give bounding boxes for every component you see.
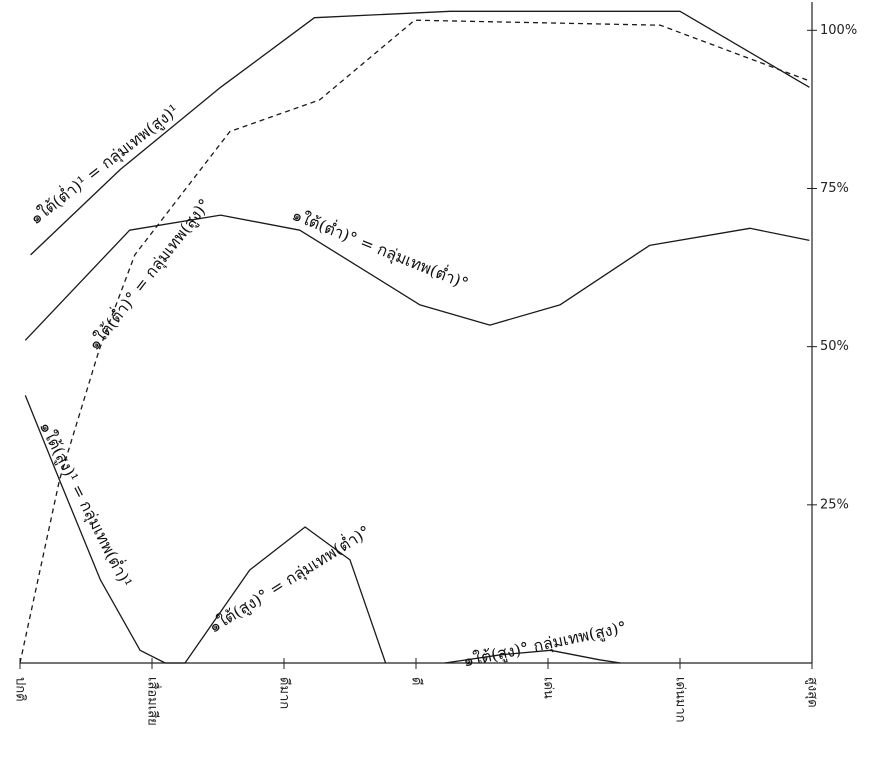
x-tick-label: เด่น [541, 677, 556, 699]
annotation: ๑ใต้(ต่ำ)° = กลุ่มเทพ(สูง)° [83, 194, 215, 354]
x-tick-label: เสื่อมเสีย [145, 677, 162, 726]
x-tick-label: ดี [409, 677, 425, 685]
y-tick-label: 25% [820, 497, 849, 512]
x-tick-label: สูงสุด [805, 677, 820, 708]
y-tick-label: 75% [820, 181, 849, 196]
x-tick-label: ปกติ [13, 677, 28, 702]
y-tick-label: 50% [820, 339, 849, 354]
series-line [25, 395, 620, 663]
x-tick-label: เด่นมาก [673, 677, 688, 723]
x-tick-label: ดีมาก [277, 677, 293, 709]
annotation: ๑ใต้(ต่ำ)¹ = กลุ่มเทพ(สูง)¹ [25, 99, 183, 229]
series-line [20, 20, 809, 663]
chart: 25% 50% 75% 100% ปกติ เสื่อมเสีย ดีมาก ดี เด่น เด… [0, 0, 870, 769]
annotation: ๑ใต้(สูง)¹ = กลุ่มเทพ(ต่ำ)¹ [35, 418, 138, 591]
y-tick-label: 100% [820, 23, 857, 38]
annotation: ๑ใต้(สูง)° = กลุ่มเทพ(ต่ำ)° [204, 520, 374, 637]
